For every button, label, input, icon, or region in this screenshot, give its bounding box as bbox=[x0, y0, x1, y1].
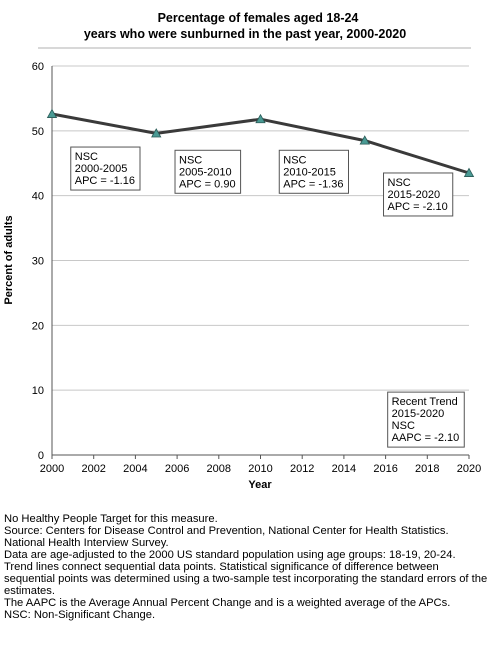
footnote-aapc: The AAPC is the Average Annual Percent C… bbox=[4, 597, 451, 609]
x-tick-label-2006: 2006 bbox=[165, 463, 189, 475]
annotation-line: APC = 0.90 bbox=[179, 178, 236, 190]
annotation-line: APC = -1.16 bbox=[75, 175, 135, 187]
series-layer bbox=[46, 108, 475, 177]
annotation-line: 2010-2015 bbox=[283, 166, 336, 178]
x-tick-label-2020: 2020 bbox=[457, 463, 481, 475]
x-tick-label-2000: 2000 bbox=[40, 463, 64, 475]
footnote-trend-lines: Trend lines connect sequential data poin… bbox=[4, 561, 488, 597]
axes: 0 10 20 30 40 50 60 2000 2002 2004 2006 2008 2010 201… bbox=[32, 61, 481, 475]
y-tick-label-0: 0 bbox=[38, 450, 44, 462]
x-tick-label-2010: 2010 bbox=[248, 463, 272, 475]
y-tick-label-60: 60 bbox=[32, 61, 44, 73]
annotation-line: 2005-2010 bbox=[179, 166, 232, 178]
annotation-frame bbox=[174, 149, 242, 194]
y-axis-label: Percent of adults bbox=[3, 215, 15, 304]
annotation-frame bbox=[278, 149, 349, 194]
data-point-2005 bbox=[151, 128, 162, 138]
x-tick-label-2012: 2012 bbox=[290, 463, 314, 475]
line-chart: Percentage of females aged 18-24 years w… bbox=[3, 11, 481, 491]
x-tick-label-2008: 2008 bbox=[207, 463, 231, 475]
footnote-target: No Healthy People Target for this measur… bbox=[4, 513, 218, 525]
data-point-2020 bbox=[463, 167, 475, 177]
annotation-frame bbox=[383, 172, 454, 217]
y-tick-label-10: 10 bbox=[32, 385, 44, 397]
x-tick-label-2004: 2004 bbox=[123, 463, 147, 475]
annotation-frame bbox=[70, 146, 141, 191]
data-point-2000 bbox=[46, 108, 58, 118]
x-axis-label: Year bbox=[248, 479, 272, 491]
x-tick-label-2018: 2018 bbox=[415, 463, 439, 475]
annotation-line: NSC bbox=[388, 177, 411, 189]
annotation-line: NSC bbox=[283, 154, 306, 166]
x-tick-label-2016: 2016 bbox=[373, 463, 397, 475]
annotation-line: AAPC = -2.10 bbox=[392, 432, 460, 444]
y-tick-label-30: 30 bbox=[32, 256, 44, 268]
chart-title-line-1: Percentage of females aged 18-24 bbox=[158, 11, 359, 25]
y-tick-label-50: 50 bbox=[32, 126, 44, 138]
footnote-nsc: NSC: Non-Significant Change. bbox=[4, 609, 156, 621]
annotation-line: NSC bbox=[75, 151, 98, 163]
annotation-line: APC = -1.36 bbox=[283, 178, 343, 190]
gridlines bbox=[52, 65, 469, 391]
annotation-line: 2000-2005 bbox=[75, 163, 128, 175]
x-tick-label-2014: 2014 bbox=[332, 463, 356, 475]
footnote-age-adjustment: Data are age-adjusted to the 2000 US sta… bbox=[4, 549, 456, 561]
y-tick-label-40: 40 bbox=[32, 191, 44, 203]
annotation-frame bbox=[387, 391, 465, 448]
x-tick-label-2002: 2002 bbox=[81, 463, 105, 475]
annotation-line: NSC bbox=[179, 154, 202, 166]
data-point-2015 bbox=[359, 135, 370, 145]
data-point-2010 bbox=[255, 113, 266, 124]
annotation-line: Recent Trend bbox=[392, 396, 458, 408]
annotation-line: NSC bbox=[392, 420, 415, 432]
annotation-line: 2015-2020 bbox=[388, 189, 441, 201]
chart-title-line-2: years who were sunburned in the past yea… bbox=[84, 27, 406, 41]
y-tick-label-20: 20 bbox=[32, 320, 44, 332]
annotation-line: APC = -2.10 bbox=[388, 201, 448, 213]
footnote-source: Source: Centers for Disease Control and … bbox=[4, 525, 449, 549]
annotation-line: 2015-2020 bbox=[392, 408, 445, 420]
footnotes: No Healthy People Target for this measur… bbox=[4, 513, 488, 621]
